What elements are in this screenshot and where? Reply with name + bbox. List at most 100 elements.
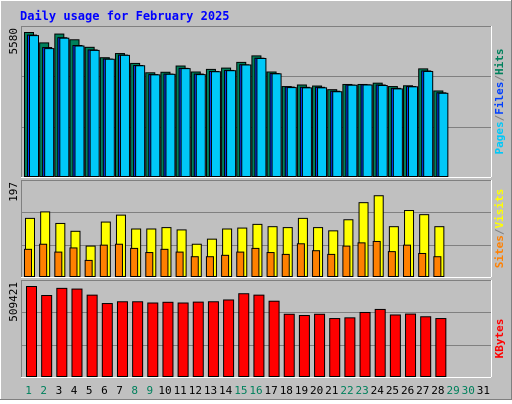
pages-bar-day-10 [165, 73, 176, 177]
day-label-20: 20 [310, 384, 323, 397]
day-label-31: 31 [477, 384, 490, 397]
pages-bar-day-4 [74, 45, 85, 178]
pages-bar-day-18 [286, 87, 297, 177]
kbytes-bar-day-3 [56, 287, 68, 377]
day-label-15: 15 [234, 384, 247, 397]
kbytes-bar-day-11 [177, 302, 189, 377]
day-label-22: 22 [340, 384, 353, 397]
sites-bar-day-28 [433, 256, 442, 277]
kbytes-bar-day-23 [359, 311, 371, 378]
panel-kbytes: 509421 KBytes [7, 280, 506, 378]
kbytes-bar-day-10 [162, 301, 174, 377]
series-label-sites-visits: Sites/Visits [493, 189, 506, 269]
kbytes-bar-day-12 [192, 301, 204, 377]
day-label-30: 30 [462, 384, 475, 397]
kbytes-bar-day-2 [41, 295, 53, 378]
pages-bar-day-11 [180, 68, 191, 177]
sites-bar-day-21 [327, 253, 336, 277]
day-label-16: 16 [249, 384, 262, 397]
kbytes-bar-day-26 [405, 313, 417, 377]
kbytes-bar-day-28 [435, 318, 447, 377]
series-label-sites-visits-part-2: / [493, 228, 506, 235]
day-label-14: 14 [219, 384, 233, 397]
kbytes-bar-day-24 [374, 308, 386, 377]
sites-bar-day-6 [99, 244, 108, 278]
sites-bar-day-13 [205, 256, 214, 277]
pages-bar-day-12 [195, 74, 206, 177]
day-label-2: 2 [40, 384, 47, 397]
day-label-1: 1 [25, 384, 32, 397]
pages-bar-day-15 [241, 64, 252, 177]
sites-bar-day-25 [387, 251, 396, 277]
kbytes-bar-day-27 [420, 316, 432, 377]
pages-bar-day-26 [408, 86, 419, 177]
pages-bar-day-1 [29, 35, 39, 177]
day-label-25: 25 [386, 384, 399, 397]
pages-bar-day-16 [256, 57, 267, 177]
sites-bar-day-9 [145, 252, 154, 277]
pages-bar-day-7 [119, 54, 130, 177]
pages-bar-day-27 [423, 70, 434, 177]
kbytes-bar-day-22 [344, 317, 356, 377]
pages-bar-day-21 [332, 91, 343, 177]
kbytes-bar-day-16 [253, 294, 265, 378]
day-label-12: 12 [189, 384, 202, 397]
series-label-pages-files-hits-part-2: / [493, 114, 506, 121]
day-label-13: 13 [204, 384, 217, 397]
pages-bar-day-9 [150, 74, 161, 177]
panel-visits-sites: 197 Sites/Visits [7, 180, 506, 278]
kbytes-bar-day-13 [207, 301, 219, 378]
series-label-sites-visits-part-3: Visits [493, 189, 506, 229]
pages-bar-day-3 [59, 37, 70, 178]
day-label-9: 9 [147, 384, 154, 397]
kbytes-bar-day-21 [329, 318, 341, 377]
day-label-26: 26 [401, 384, 414, 397]
sites-bar-day-7 [114, 243, 123, 278]
sites-bar-day-24 [372, 240, 381, 277]
day-label-6: 6 [101, 384, 108, 397]
series-label-sites-visits-part-1: Sites [493, 235, 506, 268]
pages-bar-day-22 [347, 84, 358, 177]
pages-bar-day-5 [89, 49, 100, 177]
day-label-4: 4 [71, 384, 78, 397]
kbytes-bar-day-18 [283, 313, 295, 377]
series-label-pages-files-hits-part-4: / [493, 75, 506, 82]
sites-bar-day-19 [296, 243, 305, 278]
pages-bar-day-24 [377, 85, 388, 177]
day-label-5: 5 [86, 384, 93, 397]
sites-bar-day-20 [312, 250, 321, 277]
day-label-18: 18 [280, 384, 293, 397]
kbytes-bar-day-6 [101, 303, 113, 377]
pages-bar-day-13 [210, 71, 221, 177]
sites-bar-day-12 [190, 256, 199, 277]
day-label-27: 27 [416, 384, 429, 397]
pages-bar-day-19 [301, 87, 312, 177]
pages-bar-day-8 [135, 65, 146, 177]
pages-bar-day-17 [271, 73, 282, 177]
kbytes-bar-day-15 [238, 293, 250, 378]
panel-hits-files-pages: 5580 Pages/Files/Hits [7, 26, 506, 178]
y-axis-max-label: 197 [7, 182, 20, 202]
kbytes-bar-day-14 [223, 299, 235, 378]
sites-bar-day-15 [236, 251, 245, 277]
sites-bar-day-10 [160, 248, 169, 278]
day-label-19: 19 [295, 384, 308, 397]
sites-bar-day-14 [221, 254, 230, 277]
sites-bar-day-16 [251, 247, 260, 278]
kbytes-bar-day-9 [147, 302, 159, 377]
series-label-pages-files-hits-part-3: Files [493, 82, 506, 115]
sites-bar-day-17 [266, 252, 275, 277]
pages-bar-day-2 [44, 48, 55, 177]
series-label-pages-files-hits: Pages/Files/Hits [493, 49, 506, 155]
x-axis-day-labels: 1 2 3 4 5 6 7 8 9 10 11 12 13 14 15 16 17 18 19 20 21 22 23 24 2… [25, 384, 490, 397]
pages-bar-day-25 [392, 88, 403, 177]
kbytes-bar-day-17 [268, 300, 280, 377]
kbytes-bar-day-25 [389, 314, 401, 377]
y-axis-max-label: 509421 [7, 282, 20, 322]
day-label-7: 7 [116, 384, 123, 397]
day-label-29: 29 [446, 384, 459, 397]
day-label-24: 24 [371, 384, 385, 397]
y-axis-max-label: 5580 [7, 28, 20, 55]
pages-bar-day-6 [104, 58, 115, 177]
